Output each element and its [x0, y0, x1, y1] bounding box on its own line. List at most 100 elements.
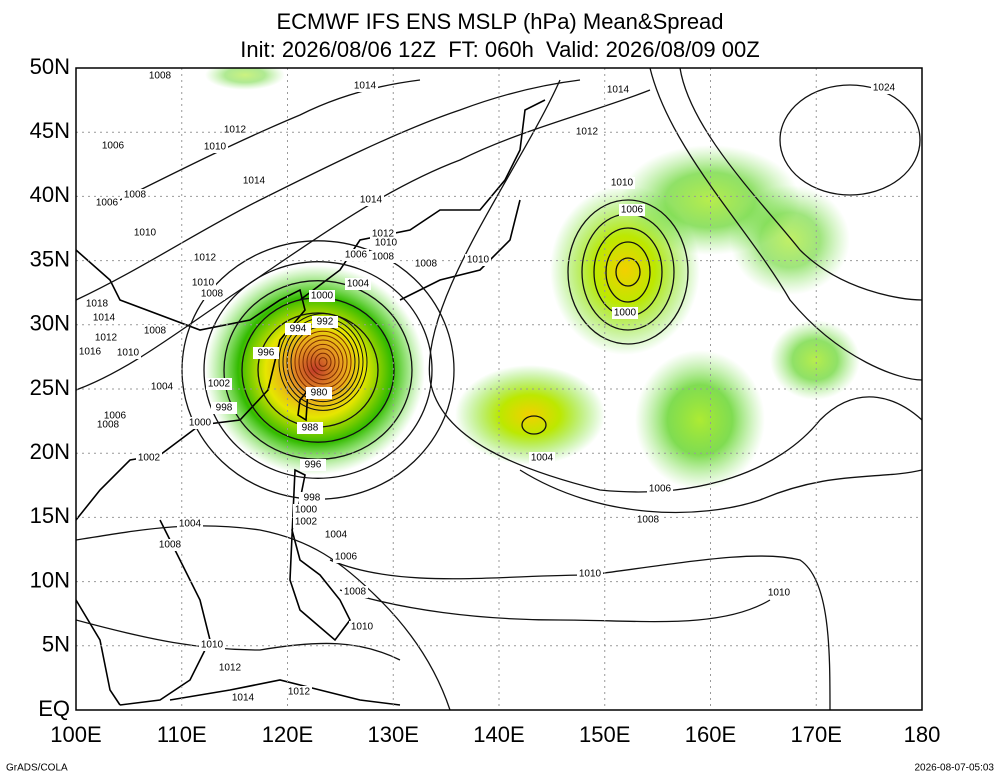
y-tick-label: 25N: [30, 375, 70, 400]
isobar-label: 1014: [360, 195, 383, 206]
isobar-label-bg: [352, 80, 378, 92]
isobar-label: 1014: [354, 81, 377, 92]
isobar-label-bg: [293, 504, 319, 516]
isobar-label: 1010: [611, 178, 634, 189]
y-tick-label: 40N: [30, 182, 70, 207]
isobar-label-bg: [147, 70, 173, 82]
isobar-label: 1012: [95, 333, 118, 344]
isobar-label: 1002: [295, 517, 318, 528]
isobar-label: 1004: [325, 530, 348, 541]
isobar-label: 1012: [224, 125, 247, 136]
isobar-label: 1006: [96, 198, 119, 209]
isobar-label: 1012: [576, 127, 599, 138]
isobar-label-bg: [115, 347, 141, 359]
footer-left: GrADS/COLA: [6, 763, 68, 774]
isobar-label: 1010: [201, 640, 224, 651]
isobar-label: 996: [258, 348, 275, 359]
isobar-label-bg: [157, 539, 183, 551]
title-line-2: Init: 2026/08/06 12Z FT: 060h Valid: 202…: [240, 37, 759, 62]
isobar-label-bg: [312, 316, 338, 328]
isobar-label-bg: [413, 258, 439, 270]
isobar-label-bg: [84, 298, 110, 310]
x-tick-label: 100E: [50, 722, 101, 747]
isobar-label: 994: [290, 324, 307, 335]
isobar-label-bg: [323, 529, 349, 541]
isobar-label-bg: [309, 290, 335, 302]
isobar-label-bg: [206, 378, 232, 390]
isobar-label-bg: [299, 492, 325, 504]
y-tick-label: 15N: [30, 503, 70, 528]
isobar-label-bg: [300, 459, 326, 471]
isobar-label: 1010: [375, 238, 398, 249]
isobars: [76, 68, 922, 710]
isobar-label: 1008: [344, 587, 367, 598]
x-tick-label: 110E: [157, 722, 207, 747]
isobar-label-bg: [202, 141, 228, 153]
isobar-label-bg: [871, 82, 897, 94]
isobar-label: 1004: [179, 519, 202, 530]
isobar-label: 1000: [189, 418, 212, 429]
isobar-label: 1006: [649, 484, 672, 495]
isobar-label: 1002: [208, 379, 231, 390]
isobar-label: 1008: [124, 190, 147, 201]
isobar-label: 1018: [86, 299, 109, 310]
isobar: [314, 352, 332, 372]
isobar-label-bg: [349, 621, 375, 633]
isobar-label-bg: [230, 692, 256, 704]
isobar-label: 1012: [288, 687, 311, 698]
isobar-label: 992: [317, 317, 334, 328]
x-tick-label: 170E: [791, 722, 842, 747]
isobar-label-bg: [136, 452, 162, 464]
isobar-label: 1004: [347, 279, 370, 290]
isobar-label: 1002: [138, 453, 161, 464]
isobar-label: 1008: [201, 289, 224, 300]
isobar-label: 1000: [311, 291, 334, 302]
isobar-label: 1008: [97, 420, 120, 431]
isobar-label: 988: [302, 423, 319, 434]
isobar-label-bg: [93, 332, 119, 344]
isobar-label-bg: [529, 452, 555, 464]
isobar-label-bg: [222, 124, 248, 136]
isobar-label: 1008: [149, 71, 172, 82]
isobar-label-bg: [766, 587, 792, 599]
isobar-label-bg: [647, 483, 673, 495]
x-tick-label: 150E: [579, 722, 630, 747]
isobar-label-bg: [605, 84, 631, 96]
isobar-label-bg: [297, 422, 323, 434]
isobar-label-bg: [100, 140, 126, 152]
isobar: [310, 348, 336, 376]
isobar-label: 1004: [151, 382, 174, 393]
isobar-label-bg: [609, 177, 635, 189]
isobar-label-bg: [95, 419, 121, 431]
isobar-label-bg: [253, 347, 279, 359]
isobar-label: 1010: [204, 142, 227, 153]
footer-right: 2026-08-07-05:03: [914, 763, 994, 774]
x-tick-label: 180: [904, 722, 941, 747]
isobar-label-bg: [635, 514, 661, 526]
isobar-label-bg: [149, 381, 175, 393]
x-tick-label: 140E: [473, 722, 524, 747]
y-tick-label: 50N: [30, 54, 70, 79]
isobar-label-bg: [187, 417, 213, 429]
isobar-label: 1006: [621, 205, 644, 216]
isobar-label-bg: [612, 307, 638, 319]
isobar: [318, 357, 328, 367]
y-tick-label: 30N: [30, 311, 70, 336]
isobar-label: 1010: [134, 228, 157, 239]
isobar-label-bg: [358, 194, 384, 206]
isobar: [203, 261, 433, 479]
y-tick-label: 35N: [30, 246, 70, 271]
isobar-label: 998: [304, 493, 321, 504]
isobar-label-bg: [465, 254, 491, 266]
isobar-label: 1008: [159, 540, 182, 551]
isobar-label-bg: [343, 249, 369, 261]
isobar-label: 1008: [637, 515, 660, 526]
isobar-label: 1014: [243, 176, 266, 187]
isobar-label: 1012: [194, 253, 217, 264]
isobar-label-bg: [306, 387, 332, 399]
title-line-1: ECMWF IFS ENS MSLP (hPa) Mean&Spread: [276, 9, 723, 34]
isobar-label-bg: [293, 516, 319, 528]
isobar-label-bg: [91, 312, 117, 324]
isobar-label: 1010: [117, 348, 140, 359]
isobar-label: 1004: [531, 453, 554, 464]
